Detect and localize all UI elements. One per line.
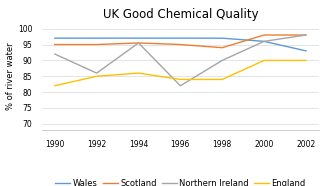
Scotland xyxy=(304,34,308,36)
Northern Ireland xyxy=(178,85,182,87)
England xyxy=(178,78,182,81)
Wales xyxy=(53,37,57,39)
Northern Ireland xyxy=(262,40,266,42)
Northern Ireland xyxy=(53,53,57,55)
Northern Ireland xyxy=(95,72,98,74)
England xyxy=(53,85,57,87)
Line: Scotland: Scotland xyxy=(55,35,306,48)
Wales xyxy=(262,40,266,42)
England xyxy=(304,59,308,62)
Northern Ireland xyxy=(136,42,140,44)
Line: Northern Ireland: Northern Ireland xyxy=(55,35,306,86)
Title: UK Good Chemical Quality: UK Good Chemical Quality xyxy=(103,8,258,21)
Wales xyxy=(178,37,182,39)
England xyxy=(136,72,140,74)
Scotland xyxy=(53,43,57,46)
Wales xyxy=(95,37,98,39)
Wales xyxy=(136,37,140,39)
Scotland xyxy=(95,43,98,46)
Scotland xyxy=(178,43,182,46)
Legend: Wales, Scotland, Northern Ireland, England: Wales, Scotland, Northern Ireland, Engla… xyxy=(52,175,309,186)
Scotland xyxy=(136,42,140,44)
Wales xyxy=(220,37,224,39)
England xyxy=(220,78,224,81)
Scotland xyxy=(262,34,266,36)
Scotland xyxy=(220,46,224,49)
Y-axis label: % of river water: % of river water xyxy=(6,42,15,110)
Northern Ireland xyxy=(220,59,224,62)
Wales xyxy=(304,50,308,52)
Line: Wales: Wales xyxy=(55,38,306,51)
England xyxy=(262,59,266,62)
Line: England: England xyxy=(55,60,306,86)
England xyxy=(95,75,98,77)
Northern Ireland xyxy=(304,34,308,36)
